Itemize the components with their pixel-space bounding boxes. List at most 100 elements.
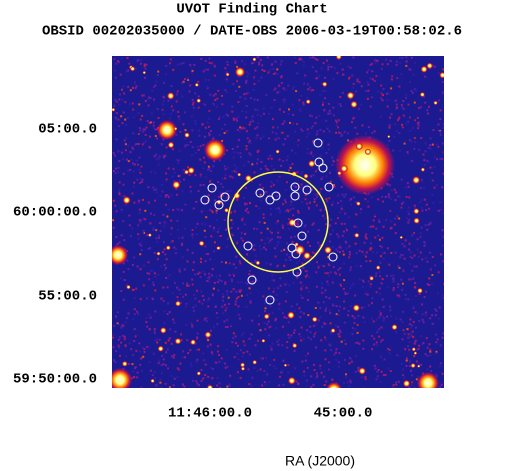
y-tick-label: 60:00:00.0 (13, 205, 97, 221)
noise-pixel (159, 230, 162, 232)
noise-pixel (269, 230, 272, 233)
noise-pixel (364, 198, 367, 201)
noise-pixel (162, 299, 165, 302)
noise-pixel (237, 281, 240, 284)
noise-pixel (218, 159, 221, 162)
noise-pixel (260, 239, 263, 242)
noise-pixel (163, 322, 166, 325)
source-marker (318, 163, 328, 173)
noise-pixel (307, 132, 310, 135)
noise-pixel (155, 384, 158, 387)
noise-pixel (131, 363, 134, 366)
noise-pixel (169, 328, 172, 331)
noise-pixel (141, 94, 144, 97)
noise-pixel (170, 194, 173, 197)
noise-pixel (303, 370, 306, 373)
noise-pixel (379, 312, 382, 315)
noise-pixel (293, 366, 296, 369)
noise-pixel (391, 176, 394, 178)
noise-pixel (408, 323, 411, 326)
noise-pixel (226, 129, 229, 132)
noise-pixel (249, 300, 252, 303)
noise-pixel (230, 325, 232, 328)
noise-pixel (303, 82, 306, 85)
faint-star (255, 260, 261, 266)
noise-pixel (400, 362, 403, 365)
noise-pixel (429, 269, 432, 272)
noise-pixel (241, 60, 244, 63)
noise-pixel (317, 229, 320, 232)
noise-pixel (381, 278, 384, 281)
noise-pixel (401, 288, 404, 291)
noise-pixel (147, 96, 150, 99)
noise-pixel (411, 278, 414, 281)
noise-pixel (200, 261, 202, 264)
noise-pixel (410, 384, 413, 387)
noise-pixel (301, 296, 304, 299)
y-tick-label: 05:00.0 (38, 122, 97, 138)
noise-pixel (219, 193, 222, 196)
noise-pixel (249, 292, 252, 294)
noise-pixel (186, 339, 189, 342)
noise-pixel (162, 154, 165, 157)
noise-pixel (226, 63, 229, 66)
noise-pixel (265, 262, 268, 265)
noise-pixel (346, 229, 348, 232)
noise-pixel (118, 98, 121, 101)
noise-pixel (289, 259, 292, 261)
noise-pixel (234, 61, 237, 64)
noise-pixel (407, 206, 410, 209)
noise-pixel (297, 192, 300, 195)
noise-pixel (149, 212, 152, 215)
noise-pixel (415, 295, 417, 297)
noise-pixel (306, 366, 309, 369)
noise-pixel (177, 161, 180, 164)
noise-pixel (282, 203, 284, 206)
noise-pixel (200, 369, 203, 371)
noise-pixel (244, 232, 247, 235)
noise-pixel (215, 312, 218, 314)
noise-pixel (381, 236, 384, 239)
noise-pixel (115, 62, 118, 65)
noise-pixel (304, 194, 307, 197)
noise-pixel (257, 339, 259, 342)
noise-pixel (180, 333, 183, 336)
noise-pixel (311, 66, 314, 69)
noise-pixel (213, 281, 216, 284)
noise-pixel (226, 293, 229, 296)
noise-pixel (401, 123, 403, 126)
noise-pixel (247, 368, 250, 371)
noise-pixel (413, 88, 416, 91)
noise-pixel (309, 152, 312, 155)
noise-pixel (358, 278, 361, 281)
faint-star (142, 70, 146, 75)
noise-pixel (316, 250, 319, 253)
faint-star (352, 304, 360, 312)
noise-pixel (312, 222, 315, 225)
faint-star (411, 347, 416, 352)
noise-pixel (198, 271, 201, 274)
noise-pixel (413, 265, 416, 268)
noise-pixel (415, 360, 418, 363)
noise-pixel (276, 73, 279, 76)
noise-pixel (316, 130, 319, 133)
noise-pixel (168, 117, 171, 120)
noise-pixel (410, 90, 413, 92)
noise-pixel (431, 143, 434, 146)
noise-pixel (277, 343, 280, 346)
faint-star (204, 331, 212, 338)
noise-pixel (222, 312, 225, 315)
noise-pixel (161, 103, 164, 106)
noise-pixel (205, 253, 208, 255)
noise-pixel (310, 338, 313, 341)
noise-pixel (235, 90, 238, 92)
noise-pixel (330, 332, 333, 335)
noise-pixel (233, 356, 236, 359)
noise-pixel (383, 358, 386, 361)
noise-pixel (221, 128, 223, 130)
noise-pixel (117, 125, 120, 128)
noise-pixel (328, 309, 331, 312)
noise-pixel (224, 282, 227, 285)
noise-pixel (112, 346, 115, 349)
noise-pixel (214, 241, 216, 244)
